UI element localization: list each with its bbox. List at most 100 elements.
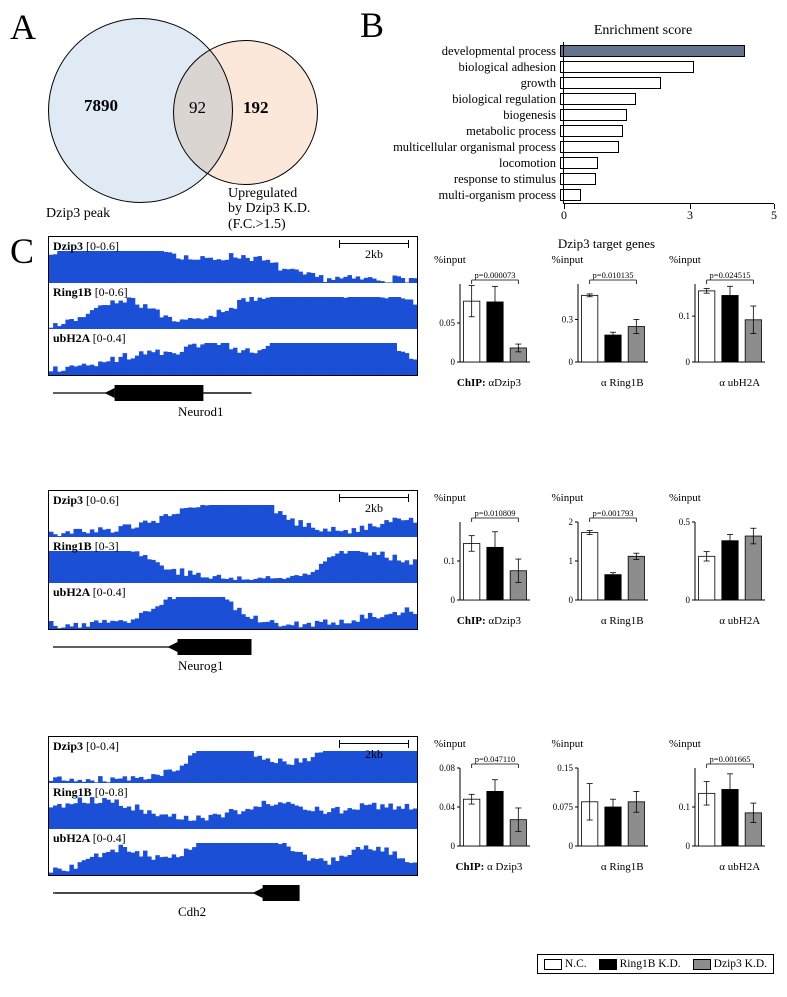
svg-text:0.075: 0.075 xyxy=(552,802,573,812)
enrichment-category-label: developmental process xyxy=(388,44,560,59)
gene-name: Neurod1 xyxy=(178,404,224,420)
enrichment-category-label: response to stimulus xyxy=(388,172,560,187)
enrichment-category-label: biological regulation xyxy=(388,92,560,107)
svg-text:0.1: 0.1 xyxy=(444,556,455,566)
legend-item: Dzip3 K.D. xyxy=(693,958,767,970)
track-label: Ring1B [0-3] xyxy=(53,539,119,554)
enrichment-bar xyxy=(560,173,596,185)
track-panel: Dzip3 [0-0.6] Ring1B [0-0.6] ubH2A [0-0.… xyxy=(48,236,418,376)
scale-label: 2kb xyxy=(339,747,409,762)
enrichment-category-label: locomotion xyxy=(388,156,560,171)
gene-name: Neurog1 xyxy=(178,658,224,674)
enrichment-bar-chart: Enrichment score developmental processbi… xyxy=(388,23,778,228)
panel-b-label: B xyxy=(360,4,384,46)
svg-text:p=0.047110: p=0.047110 xyxy=(475,754,516,764)
enrichment-bar xyxy=(560,61,694,73)
gene-block-neurod1: Dzip3 [0-0.6] Ring1B [0-0.6] ubH2A [0-0.… xyxy=(8,236,779,476)
chip-ylabel: %input xyxy=(552,738,662,750)
chip-ylabel: %input xyxy=(434,492,544,504)
chip-ylabel: %input xyxy=(552,254,662,266)
svg-text:p=0.010809: p=0.010809 xyxy=(475,508,516,518)
svg-text:0.04: 0.04 xyxy=(439,802,455,812)
enrichment-category-label: multi-organism process xyxy=(388,188,560,203)
svg-text:p=0.001793: p=0.001793 xyxy=(592,508,633,518)
enrichment-bar xyxy=(560,157,598,169)
chip-chart: %input 0 0.075 0.15 ChIP: α Ring1B xyxy=(552,738,662,873)
svg-text:0: 0 xyxy=(686,595,691,605)
track-panel: Dzip3 [0-0.4] Ring1B [0-0.8] ubH2A [0-0.… xyxy=(48,736,418,876)
venn-left-count: 7890 xyxy=(84,96,118,116)
track-ubh2a: ubH2A [0-0.4] xyxy=(49,329,417,375)
chip-chart: %input 0 0.5 ChIP: α ubH2A xyxy=(669,492,779,627)
venn-right-caption-l1: Upregulated xyxy=(228,186,297,201)
enrichment-bar xyxy=(560,77,661,89)
chip-xlabel: ChIP: αDzip3 xyxy=(434,615,544,627)
track-label: Dzip3 [0-0.6] xyxy=(53,493,119,508)
track-ring1b: Ring1B [0-0.8] xyxy=(49,783,417,829)
enrichment-row: biogenesis xyxy=(388,107,778,123)
gene-model xyxy=(48,378,418,404)
chip-chart: %input 0 0.3 p=0.010135 ChIP: α Ring1 xyxy=(552,254,662,389)
enrichment-row: developmental process xyxy=(388,43,778,59)
chip-xlabel: ChIP: α Ring1B xyxy=(552,377,662,389)
enrichment-row: growth xyxy=(388,75,778,91)
enrichment-bar xyxy=(560,45,745,57)
enrichment-bar xyxy=(560,141,619,153)
svg-text:1: 1 xyxy=(568,556,573,566)
chip-charts: %input 0 0.1 p=0.010809 ChIP: αDzip3 xyxy=(434,490,779,627)
enrichment-row: locomotion xyxy=(388,155,778,171)
enrichment-row: multi-organism process xyxy=(388,187,778,203)
scale-label: 2kb xyxy=(339,501,409,516)
enrichment-row: metabolic process xyxy=(388,123,778,139)
enrichment-row: biological regulation xyxy=(388,91,778,107)
track-label: ubH2A [0-0.4] xyxy=(53,585,126,600)
enrichment-x-tick: 3 xyxy=(687,208,693,223)
track-label: Ring1B [0-0.6] xyxy=(53,285,128,300)
gene-block-cdh2: Dzip3 [0-0.4] Ring1B [0-0.8] ubH2A [0-0.… xyxy=(8,736,779,968)
section-title: Dzip3 target genes xyxy=(434,236,779,252)
svg-text:0: 0 xyxy=(568,595,573,605)
enrichment-bar xyxy=(560,125,623,137)
chip-chart: %input 0 0.1 p=0.010809 ChIP: αDzip3 xyxy=(434,492,544,627)
scale-bar: 2kb xyxy=(339,743,409,762)
svg-text:0: 0 xyxy=(686,841,691,851)
svg-text:p=0.000073: p=0.000073 xyxy=(475,270,516,280)
track-ring1b: Ring1B [0-3] xyxy=(49,537,417,583)
chip-ylabel: %input xyxy=(669,492,779,504)
enrichment-category-label: growth xyxy=(388,76,560,91)
chip-ylabel: %input xyxy=(669,254,779,266)
legend-item: Ring1B K.D. xyxy=(599,958,681,970)
chip-ylabel: %input xyxy=(434,254,544,266)
svg-text:p=0.010135: p=0.010135 xyxy=(592,270,633,280)
scale-bar: 2kb xyxy=(339,243,409,262)
svg-text:0.1: 0.1 xyxy=(679,802,690,812)
track-ubh2a: ubH2A [0-0.4] xyxy=(49,583,417,629)
track-ubh2a: ubH2A [0-0.4] xyxy=(49,829,417,875)
chip-chart: %input 0 0.05 p=0.000073 ChIP: αDzip3 xyxy=(434,254,544,389)
svg-text:0.1: 0.1 xyxy=(679,311,690,321)
track-label: ubH2A [0-0.4] xyxy=(53,331,126,346)
enrichment-category-label: biogenesis xyxy=(388,108,560,123)
enrichment-category-label: biological adhesion xyxy=(388,60,560,75)
enrichment-bar xyxy=(560,93,636,105)
enrichment-title: Enrichment score xyxy=(508,23,778,39)
chip-ylabel: %input xyxy=(552,492,662,504)
svg-text:2: 2 xyxy=(568,517,573,527)
venn-diagram: 7890 92 192 Dzip3 peak Upregulated by Dz… xyxy=(48,18,358,228)
enrichment-category-label: metabolic process xyxy=(388,124,560,139)
chip-xlabel: ChIP: α ubH2A xyxy=(669,861,779,873)
enrichment-x-axis: 035 xyxy=(564,203,774,221)
track-ring1b: Ring1B [0-0.6] xyxy=(49,283,417,329)
svg-text:p=0.001665: p=0.001665 xyxy=(710,754,751,764)
venn-right-caption-l2: by Dzip3 K.D. xyxy=(228,201,310,216)
svg-text:0.08: 0.08 xyxy=(439,763,455,773)
enrichment-row: biological adhesion xyxy=(388,59,778,75)
chip-chart: %input 0 0.04 0.08 p=0.047110 xyxy=(434,738,544,873)
venn-right-caption-l3: (F.C.>1.5) xyxy=(228,217,286,232)
scale-bar: 2kb xyxy=(339,497,409,516)
chip-chart: %input 0 1 2 p=0.001793 ChIP xyxy=(552,492,662,627)
svg-text:0.3: 0.3 xyxy=(561,314,573,324)
chip-charts: Dzip3 target genes %input 0 0.05 xyxy=(434,236,779,389)
svg-text:0.15: 0.15 xyxy=(557,763,573,773)
svg-text:0: 0 xyxy=(568,841,573,851)
